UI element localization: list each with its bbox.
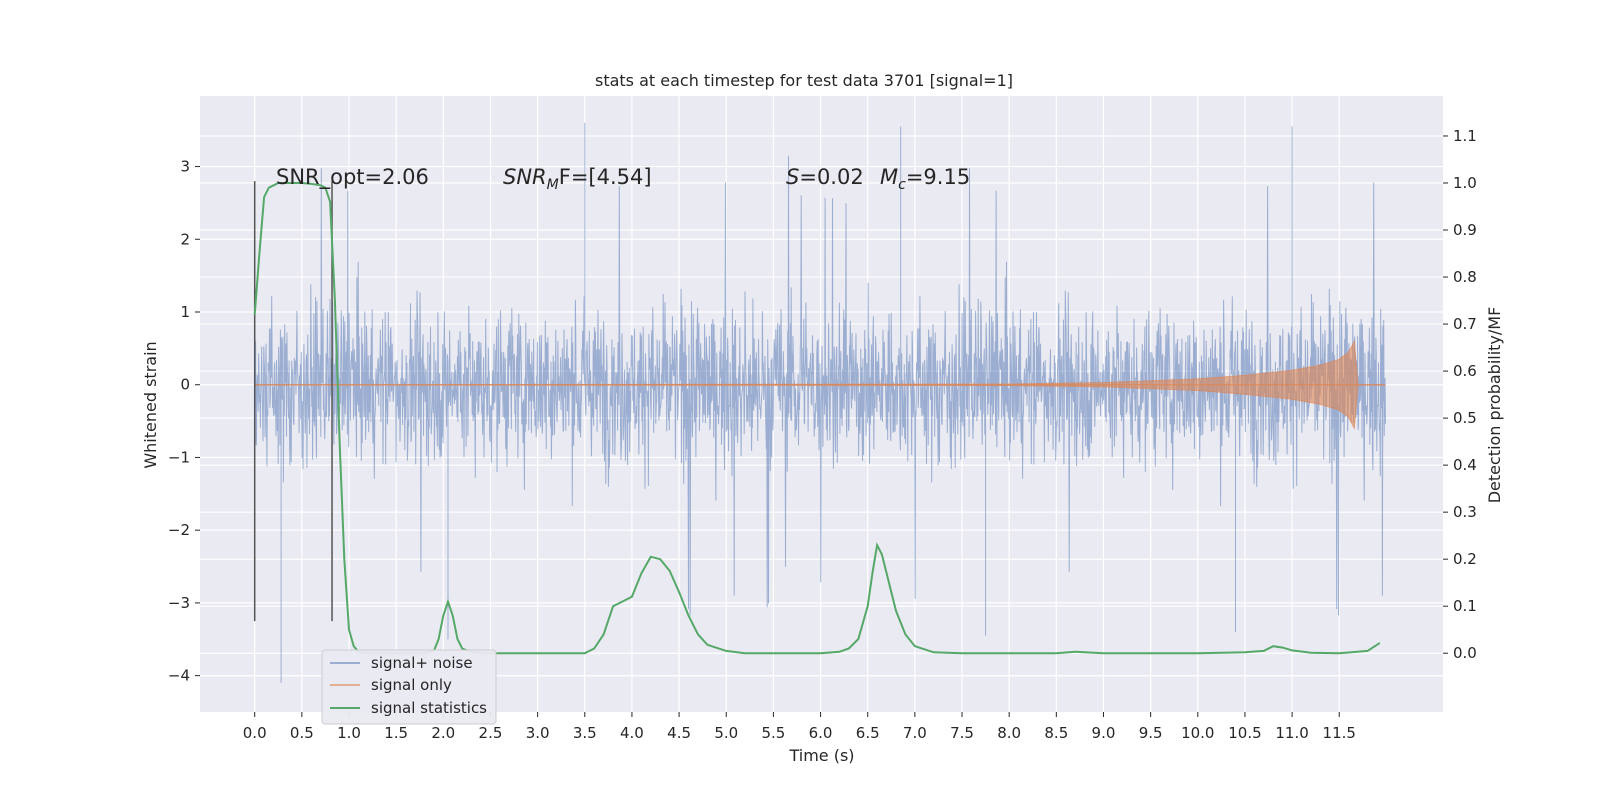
x-tick-label-18: 9.0 <box>1092 724 1116 742</box>
x-tick-label-13: 6.5 <box>856 724 880 742</box>
y-axis-label: Whitened strain <box>141 341 160 468</box>
y-tick-label-2: 1 <box>180 303 190 321</box>
y2-tick-label-1: 1.0 <box>1453 174 1477 192</box>
annotation-snr-mf: SNRMF=[4.54] <box>503 165 652 193</box>
x-axis-label: Time (s) <box>788 746 854 765</box>
x-tick-label-7: 3.5 <box>573 724 597 742</box>
y2-tick-label-10: 0.1 <box>1453 597 1477 615</box>
x-tick-label-17: 8.5 <box>1044 724 1068 742</box>
x-tick-label-10: 5.0 <box>714 724 738 742</box>
y-tick-label-4: −1 <box>168 448 190 466</box>
y-tick-label-5: −2 <box>168 521 190 539</box>
x-tick-label-15: 7.5 <box>950 724 974 742</box>
series-signal-noise <box>254 122 1386 683</box>
y2-axis-label: Detection probability/MF <box>1485 307 1504 504</box>
x-tick-label-20: 10.0 <box>1181 724 1214 742</box>
y-tick-label-0: 3 <box>180 158 190 176</box>
legend-label-signal-statistics: signal statistics <box>371 699 487 717</box>
y2-tick-label-8: 0.3 <box>1453 503 1477 521</box>
x-tick-label-21: 10.5 <box>1228 724 1261 742</box>
annotation-snr-opt: SNR_opt=2.06 <box>276 165 429 190</box>
y-tick-label-7: −4 <box>168 667 190 685</box>
x-tick-label-3: 1.5 <box>384 724 408 742</box>
series-signal-only <box>254 339 1386 431</box>
x-tick-label-11: 5.5 <box>761 724 785 742</box>
x-tick-label-16: 8.0 <box>997 724 1021 742</box>
x-tick-label-4: 2.0 <box>431 724 455 742</box>
x-tick-label-23: 11.5 <box>1323 724 1356 742</box>
y2-tick-label-0: 1.1 <box>1453 127 1477 145</box>
x-tick-label-1: 0.5 <box>290 724 314 742</box>
x-tick-label-5: 2.5 <box>479 724 503 742</box>
x-tick-label-22: 11.0 <box>1275 724 1308 742</box>
y2-tick-label-4: 0.7 <box>1453 315 1477 333</box>
y2-tick-label-7: 0.4 <box>1453 456 1477 474</box>
y2-tick-label-3: 0.8 <box>1453 268 1477 286</box>
x-tick-labels: 0.0 0.5 1.0 1.5 2.0 2.5 3.0 3.5 4.0 4.5 5.0 5.5 6.0 6… <box>243 712 1356 742</box>
x-tick-label-19: 9.5 <box>1139 724 1163 742</box>
y-tick-label-1: 2 <box>180 230 190 248</box>
y2-tick-label-5: 0.6 <box>1453 362 1477 380</box>
annotations: SNR_opt=2.06 SNRMF=[4.54] S=0.02 Mc=9.15 <box>276 165 970 193</box>
chart-title: stats at each timestep for test data 370… <box>595 71 1013 90</box>
x-tick-label-0: 0.0 <box>243 724 267 742</box>
x-tick-label-14: 7.0 <box>903 724 927 742</box>
y-tick-labels: 3 2 1 0 −1 −2 −3 −4 <box>168 158 200 685</box>
legend: signal+ noise signal only signal statist… <box>321 649 497 725</box>
x-tick-label-8: 4.0 <box>620 724 644 742</box>
y-tick-label-6: −3 <box>168 594 190 612</box>
x-tick-label-6: 3.0 <box>526 724 550 742</box>
y2-tick-label-2: 0.9 <box>1453 221 1477 239</box>
annotation-s: S=0.02 <box>786 165 864 189</box>
y-tick-label-3: 0 <box>180 376 190 394</box>
series-signal-statistics <box>253 182 1381 655</box>
x-tick-label-12: 6.0 <box>809 724 833 742</box>
y2-tick-label-9: 0.2 <box>1453 550 1477 568</box>
annotation-mc: Mc=9.15 <box>880 165 970 193</box>
x-tick-label-2: 1.0 <box>337 724 361 742</box>
legend-label-signal-noise: signal+ noise <box>371 654 473 672</box>
y2-tick-label-11: 0.0 <box>1453 644 1477 662</box>
legend-box <box>321 649 497 725</box>
legend-label-signal-only: signal only <box>371 676 452 694</box>
y2-tick-label-6: 0.5 <box>1453 409 1477 427</box>
line-signal-noise <box>254 122 1386 683</box>
line-signal-statistics <box>253 182 1381 655</box>
y2-tick-labels: 1.1 1.0 0.9 0.8 0.7 0.6 0.5 0.4 0.3 0.2 0.1 0.0 <box>1443 127 1477 662</box>
x-tick-label-9: 4.5 <box>667 724 691 742</box>
